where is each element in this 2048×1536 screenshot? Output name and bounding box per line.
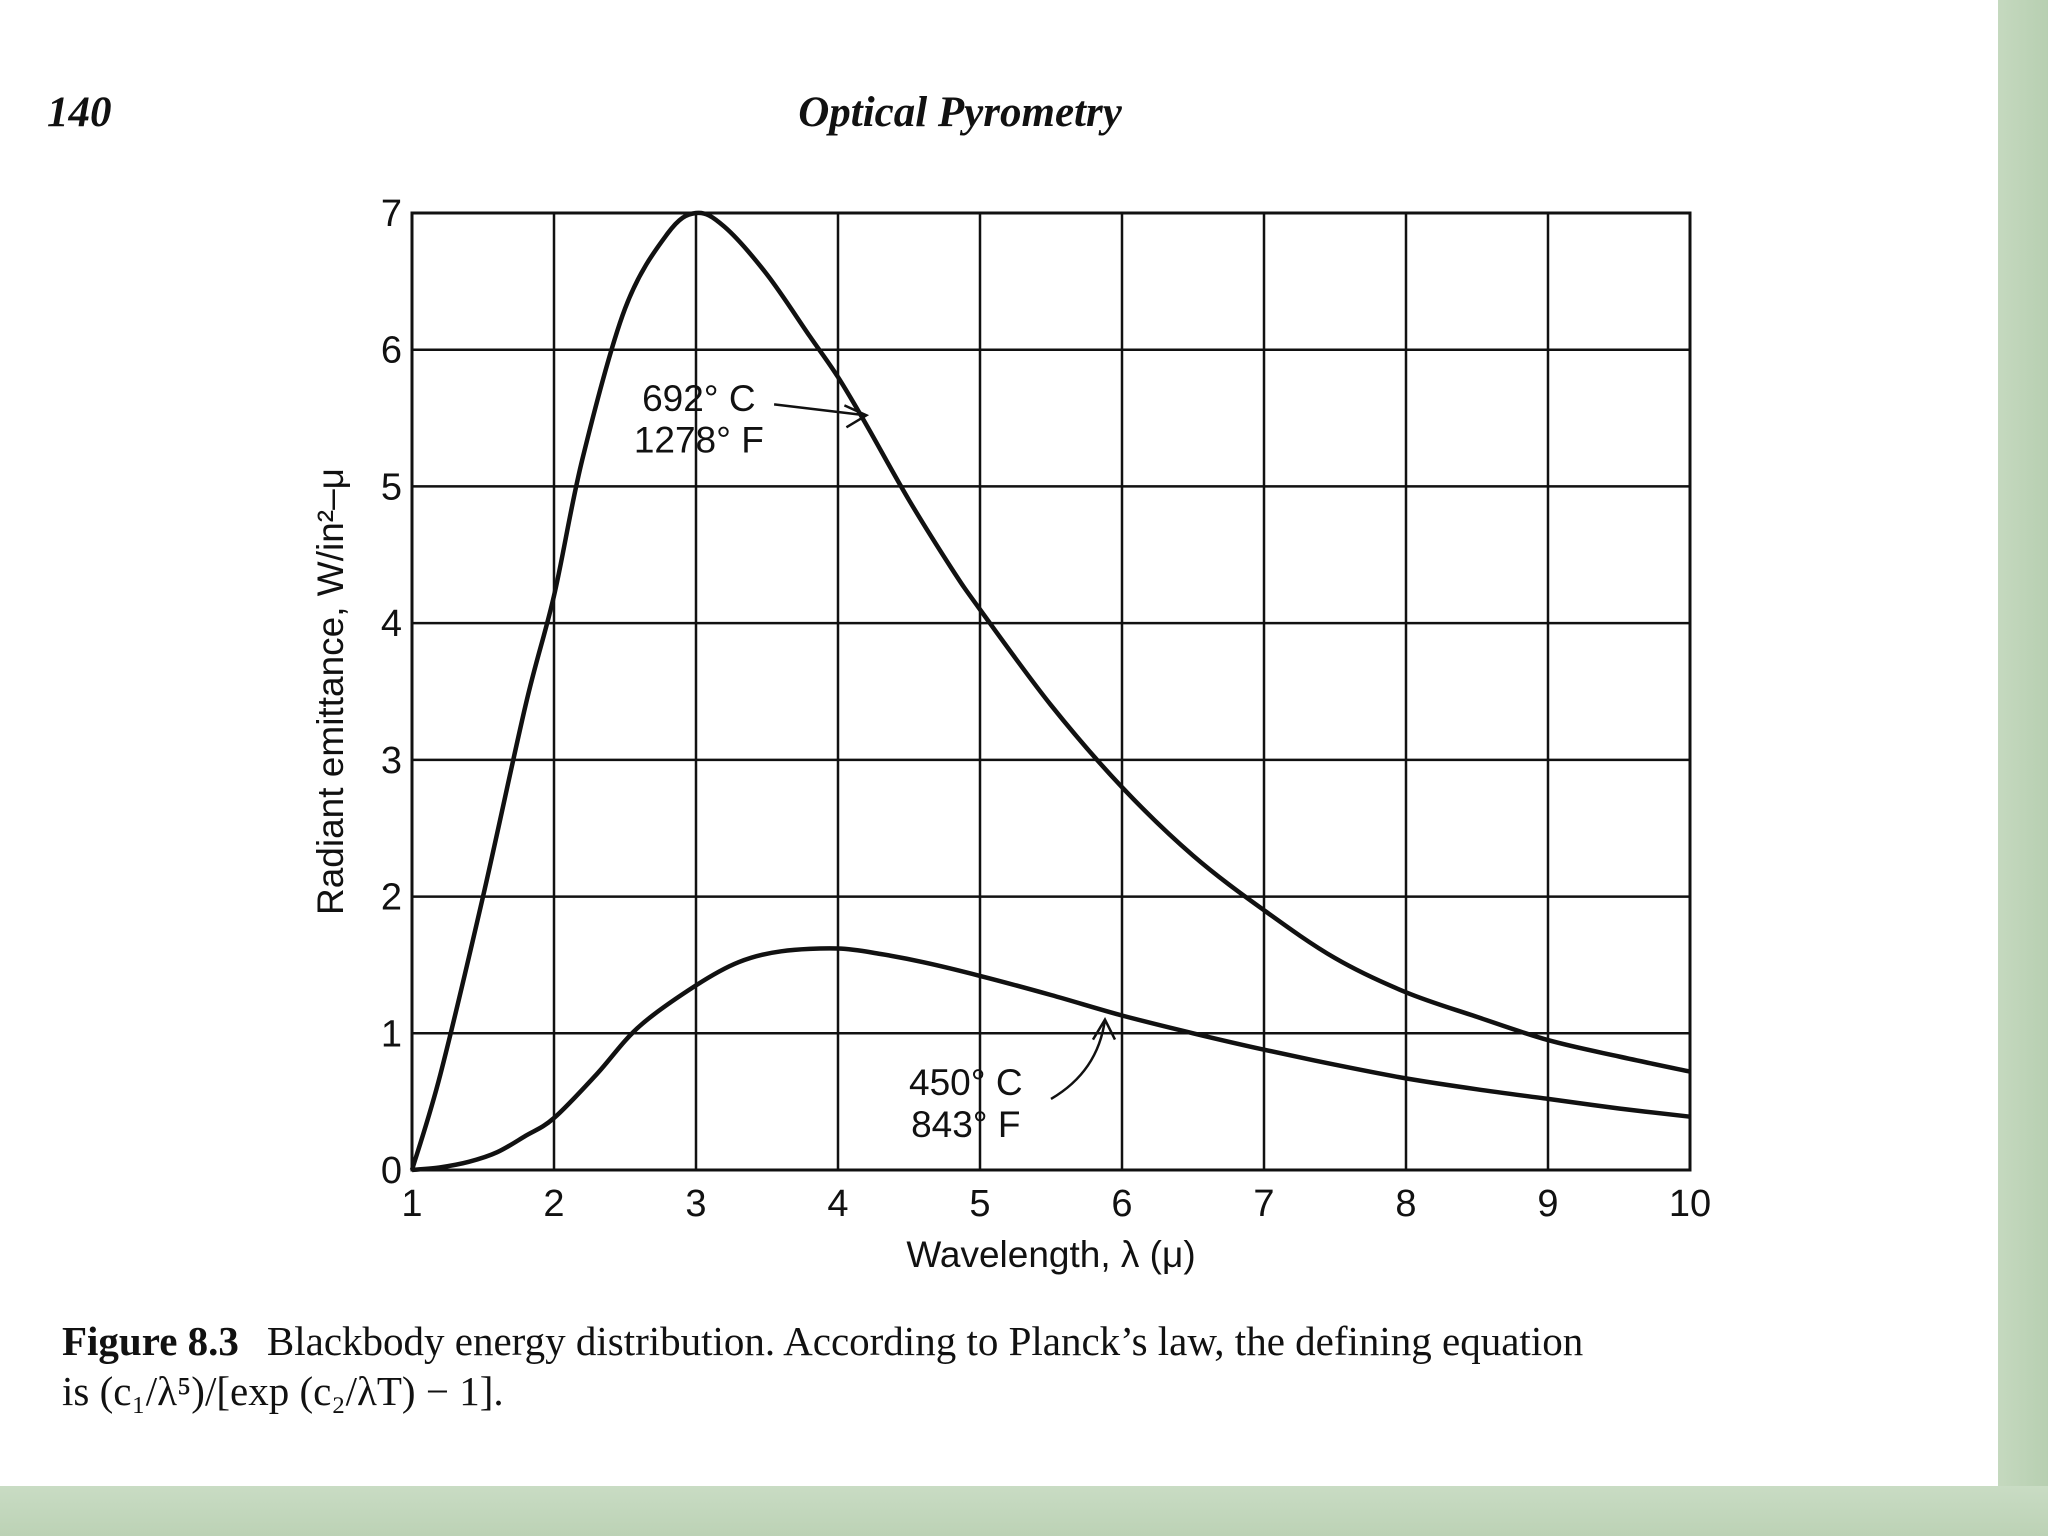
caption-line-2: is (c₁/λ⁵)/[exp (c₂/λT) − 1]. bbox=[62, 1366, 1972, 1416]
y-tick-5: 5 bbox=[381, 466, 402, 508]
x-tick-3: 3 bbox=[685, 1183, 706, 1225]
caption-line-1: Figure 8.3 Blackbody energy distribution.… bbox=[62, 1316, 1972, 1366]
label-1278f: 1278° F bbox=[634, 419, 764, 460]
y-tick-0: 0 bbox=[381, 1150, 402, 1192]
scan-background-bottom bbox=[0, 1486, 2048, 1536]
x-tick-8: 8 bbox=[1395, 1183, 1416, 1225]
x-tick-6: 6 bbox=[1111, 1183, 1132, 1225]
x-tick-labels: 1 2 3 4 5 6 7 8 9 10 bbox=[401, 1183, 1711, 1225]
y-tick-6: 6 bbox=[381, 330, 402, 372]
x-tick-7: 7 bbox=[1253, 1183, 1274, 1225]
figure-caption: Figure 8.3 Blackbody energy distribution.… bbox=[62, 1316, 1972, 1416]
label-843f: 843° F bbox=[911, 1104, 1020, 1145]
arrow-692c bbox=[774, 404, 866, 427]
curve-450c bbox=[412, 948, 1690, 1170]
y-tick-2: 2 bbox=[381, 877, 402, 919]
label-450c: 450° C bbox=[909, 1062, 1023, 1103]
x-axis-label: Wavelength, λ (μ) bbox=[906, 1234, 1195, 1275]
y-tick-1: 1 bbox=[381, 1013, 402, 1055]
x-tick-5: 5 bbox=[969, 1183, 990, 1225]
scan-background-right bbox=[1998, 0, 2048, 1536]
annotation-692c: 692° C 1278° F bbox=[634, 378, 867, 460]
y-tick-7: 7 bbox=[381, 193, 402, 235]
figure-label: Figure 8.3 bbox=[62, 1318, 239, 1364]
y-axis-label: Radiant emittance, W/in²–μ bbox=[310, 468, 351, 915]
label-692c: 692° C bbox=[642, 378, 756, 419]
y-tick-labels: 0 1 2 3 4 5 6 7 bbox=[381, 193, 402, 1192]
curves bbox=[412, 213, 1690, 1170]
x-tick-1: 1 bbox=[401, 1183, 422, 1225]
x-tick-4: 4 bbox=[827, 1183, 848, 1225]
caption-text: Blackbody energy distribution. According… bbox=[267, 1318, 1583, 1364]
annotation-450c: 450° C 843° F bbox=[909, 1020, 1115, 1146]
y-tick-4: 4 bbox=[381, 603, 402, 645]
curve-692c bbox=[412, 213, 1690, 1170]
y-tick-3: 3 bbox=[381, 740, 402, 782]
x-tick-10: 10 bbox=[1669, 1183, 1711, 1225]
arrow-450c bbox=[1051, 1020, 1115, 1099]
x-tick-9: 9 bbox=[1537, 1183, 1558, 1225]
x-tick-2: 2 bbox=[543, 1183, 564, 1225]
